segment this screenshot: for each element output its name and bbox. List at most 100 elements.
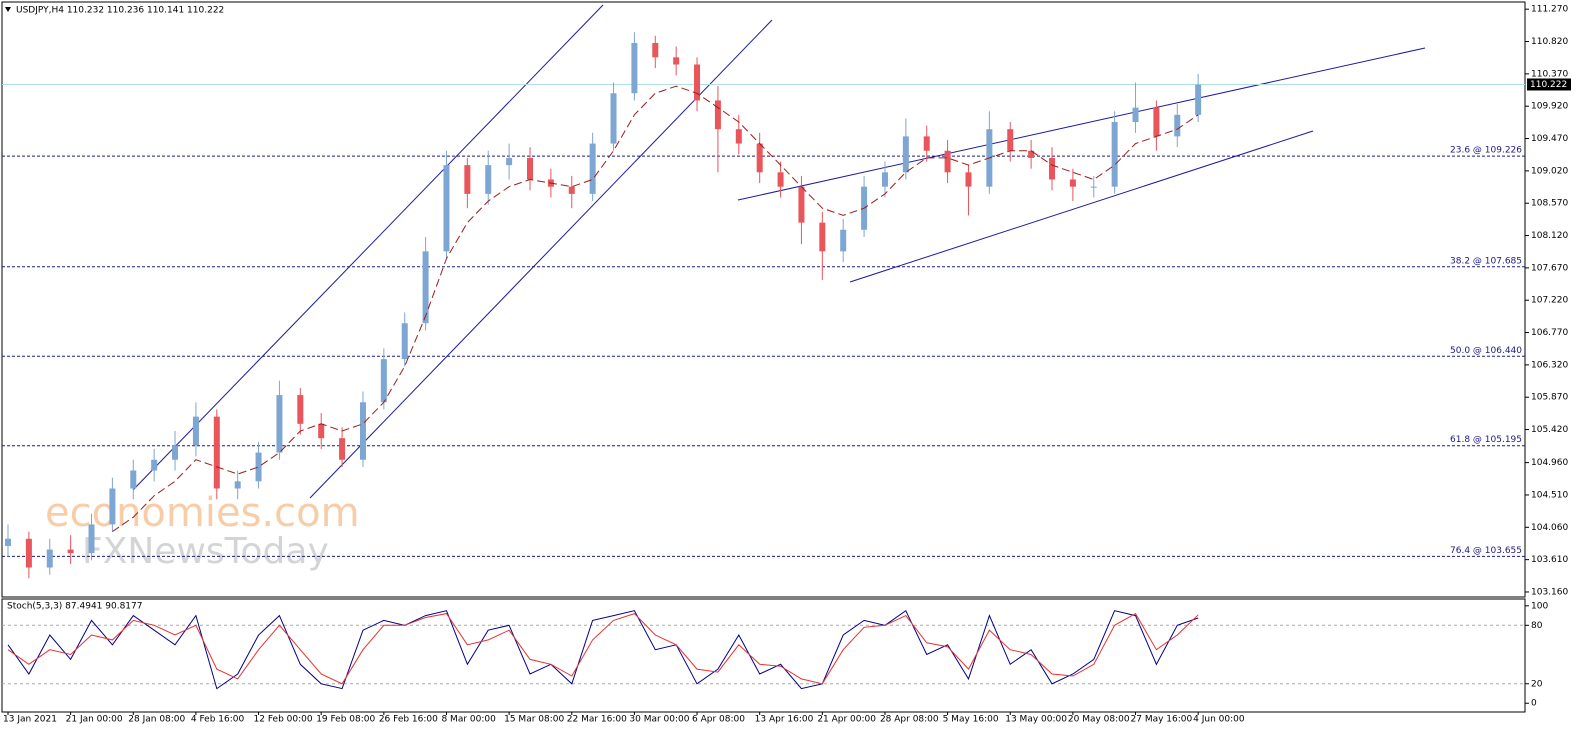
candle-body [422,251,429,324]
candle-body [568,186,575,194]
candle-body [1111,122,1118,187]
y-tick-label: 108.570 [1531,199,1568,209]
x-tick-label: 13 Apr 16:00 [755,715,814,725]
trendline [849,130,1314,283]
candle-body [819,222,826,252]
candle-body [527,157,533,180]
y-tick-label: 107.670 [1531,263,1568,273]
candle-body [109,488,116,525]
candle-body [25,538,32,568]
candle-body [380,359,387,403]
candle-body [88,524,95,554]
candle-body [1174,114,1181,137]
trendline [132,4,604,491]
y-tick-label: 103.160 [1531,587,1568,597]
candle-body [840,229,847,252]
candle-body [652,42,659,58]
candle-body [234,481,241,489]
candle-body [631,42,638,94]
x-tick-label: 28 Apr 08:00 [880,715,939,725]
candle-body [151,459,158,471]
candle-body [443,165,450,252]
candle-body [1069,179,1076,187]
watermark: economies.com FXNewsToday [45,490,360,572]
moving-average [112,85,1199,533]
candle-body [714,100,721,130]
stoch-line [7,612,1199,685]
candle-body [1195,84,1202,115]
candle-body [735,129,742,144]
candle-body [485,165,492,194]
x-tick-label: 12 Feb 00:00 [254,715,313,725]
y-tick-label: 110.370 [1531,69,1568,79]
watermark-economies: economies.com [45,490,360,536]
last-price-box [1527,78,1571,91]
candle-body [1028,150,1035,158]
candle-body [46,549,53,568]
stoch-title: Stoch(5,3,3) 87.4941 90.8177 [7,602,142,612]
y-tick-label: 105.420 [1531,425,1568,435]
candle-body [798,186,805,223]
stoch-panel [1,598,1526,713]
candle-body [923,136,930,151]
candle-body [965,172,972,187]
candle-body [902,136,909,173]
x-tick-label: 19 Feb 08:00 [316,715,375,725]
candle-body [881,172,888,187]
candle-body [589,143,596,194]
candle-body [5,538,11,546]
x-tick-label: 5 May 16:00 [943,715,999,725]
y-tick-label: 109.470 [1531,134,1568,144]
candle-body [213,416,220,489]
candle-body [130,470,137,489]
last-price-label: 110.222 [1530,80,1567,90]
x-tick-label: 4 Feb 16:00 [191,715,245,725]
fib-label: 38.2 @ 107.685 [1450,256,1522,266]
y-tick-label: 0 [1531,699,1537,709]
y-tick-label: 109.020 [1531,166,1568,176]
candle-body [255,452,262,482]
y-tick-label: 100 [1531,601,1548,611]
x-tick-label: 20 May 08:00 [1068,715,1130,725]
candle-body [1007,129,1014,151]
y-tick-label: 109.920 [1531,102,1568,112]
candle-body [777,172,784,187]
chart-title: USDJPY,H4 110.232 110.236 110.141 110.22… [16,6,224,16]
x-tick-label: 28 Jan 08:00 [128,715,185,725]
candle-body [297,395,304,424]
candle-body [610,93,617,144]
main-panel [1,1,1526,598]
title-arrow [5,7,11,12]
candle-body [1049,157,1055,180]
candle-body [276,395,283,453]
x-tick-label: 8 Mar 00:00 [441,715,496,725]
y-tick-label: 80 [1531,621,1543,631]
trendlines [132,4,1426,499]
candle-body [944,150,951,173]
candle-body [464,165,471,194]
candle-body [1132,107,1139,123]
x-tick-label: 26 Feb 16:00 [379,715,438,725]
watermark-fxnews: FXNewsToday [82,531,329,572]
fib-label: 23.6 @ 109.226 [1450,146,1522,156]
y-tick-label: 104.960 [1531,458,1568,468]
candle-body [756,143,763,173]
y-tick-label: 108.120 [1531,231,1568,241]
y-tick-label: 106.770 [1531,328,1568,338]
candle-body [172,445,179,460]
candle-body [694,64,701,101]
y-tick-label: 103.610 [1531,555,1568,565]
candle-body [506,157,513,166]
trendline [737,47,1426,201]
fib-label: 61.8 @ 105.195 [1450,435,1522,445]
fib-label: 50.0 @ 106.440 [1450,346,1522,356]
x-tick-label: 21 Jan 00:00 [66,715,123,725]
candle-body [1090,186,1097,188]
y-tick-label: 107.220 [1531,296,1568,306]
x-tick-label: 22 Mar 16:00 [567,715,627,725]
x-tick-label: 21 Apr 00:00 [817,715,876,725]
y-tick-label: 110.820 [1531,37,1568,47]
y-tick-label: 111.270 [1531,5,1568,15]
x-tick-label: 13 Jan 2021 [3,715,57,725]
